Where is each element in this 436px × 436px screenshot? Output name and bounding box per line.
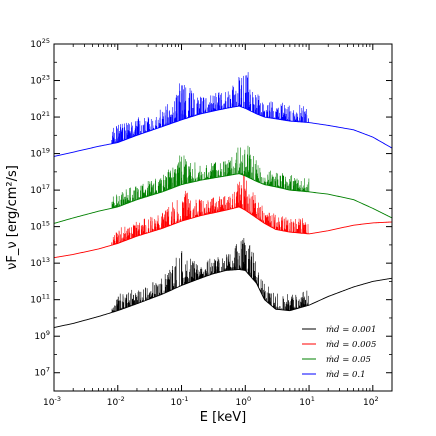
series-continuum (53, 173, 393, 224)
series-1 (53, 174, 393, 259)
plot-frame (53, 43, 393, 392)
legend-label: ṁd = 0.1 (326, 370, 366, 380)
series-lines (111, 238, 310, 313)
series-lines (111, 72, 309, 144)
series-lines (111, 174, 310, 246)
series-lines (111, 145, 310, 209)
series-continuum (53, 269, 393, 328)
series-continuum (53, 105, 393, 157)
series-0 (53, 238, 393, 328)
legend: ṁd = 0.001 ṁd = 0.005 ṁd = 0.05 ṁd = 0.1 (302, 325, 376, 380)
series-3 (53, 72, 393, 157)
series-2 (53, 145, 393, 224)
x-axis-title: E [keV] (200, 410, 246, 425)
y-axis-title: νF_ν [erg/cm²/s] (5, 165, 20, 270)
series-layer (53, 72, 393, 328)
legend-label: ṁd = 0.001 (326, 325, 376, 335)
legend-label: ṁd = 0.005 (326, 340, 376, 350)
legend-label: ṁd = 0.05 (326, 355, 371, 365)
